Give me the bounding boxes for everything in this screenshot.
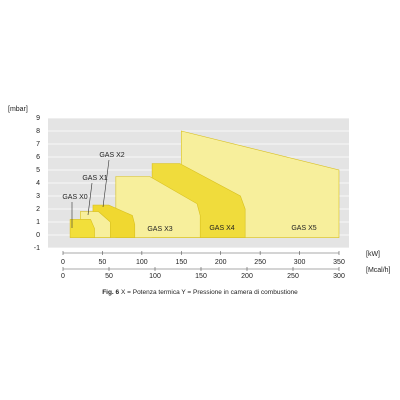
y-tick-label: 2 [36,206,40,213]
x2-tick-label: 250 [287,273,299,280]
x2-tick-label: 150 [195,273,207,280]
x2-tick-label: 300 [333,273,345,280]
y-tick-label: 9 [36,115,40,122]
x-tick-label: 0 [61,259,65,266]
series-label: GAS X5 [291,225,316,232]
working-field [69,219,95,238]
y-tick-label: 5 [36,167,40,174]
caption: Fig. 6 X = Potenza termica Y = Pressione… [102,289,298,296]
working-field [115,176,201,238]
caption-text: X = Potenza termica Y = Pressione in cam… [121,289,298,296]
y-tick-label: 6 [36,154,40,161]
x-tick-label: 350 [333,259,345,266]
x2-tick-label: 50 [105,273,113,280]
caption-prefix: Fig. 6 [102,289,119,296]
label-pointer [102,159,110,208]
x-tick-label: 300 [294,259,306,266]
y-tick-label: -1 [34,245,40,252]
x2-tick-label: 200 [241,273,253,280]
series-label: GAS X2 [99,152,124,159]
series-label: GAS X1 [82,175,107,182]
x2-tick-label: 100 [149,273,161,280]
x-tick-label: 200 [215,259,227,266]
y-tick-label: 8 [36,128,40,135]
x-tick-label: 250 [254,259,266,266]
label-pointer [87,182,93,216]
x-axis-label: [kW] [366,251,380,258]
y-tick-label: 1 [36,219,40,226]
series-label: GAS X0 [62,194,87,201]
y-axis-label: [mbar] [8,106,28,113]
y-tick-label: 3 [36,193,40,200]
x-tick-label: 50 [99,259,107,266]
x2-tick-label: 0 [61,273,65,280]
x2-axis-label: [Mcal/h] [366,267,391,274]
y-tick-label: 7 [36,141,40,148]
y-tick-label: 4 [36,180,40,187]
x-tick-label: 150 [175,259,187,266]
series-label: GAS X4 [209,225,234,232]
x-tick-label: 100 [136,259,148,266]
series-label: GAS X3 [147,226,172,233]
y-tick-label: 0 [36,232,40,239]
